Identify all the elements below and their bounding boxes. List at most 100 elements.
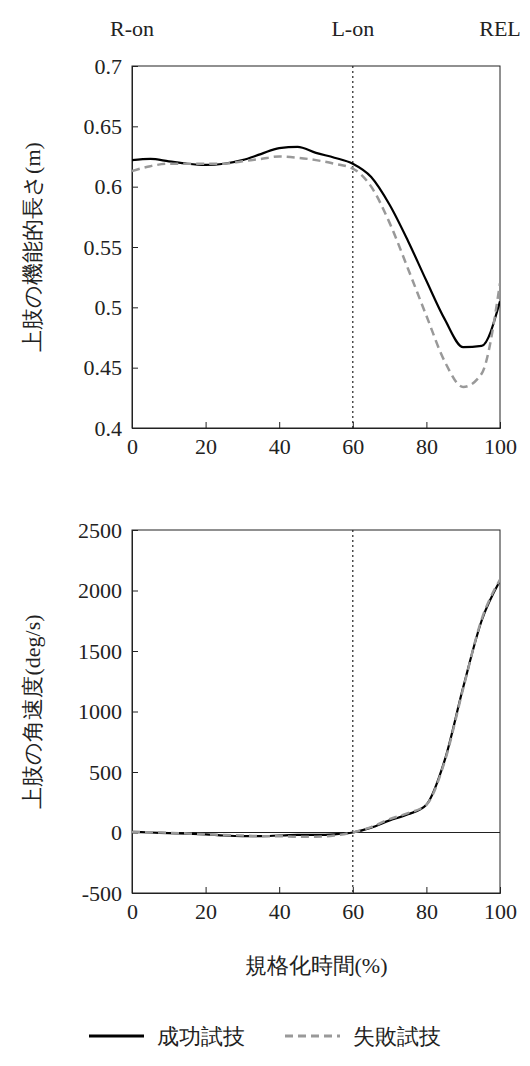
y-tick-label: -500 (82, 881, 122, 906)
legend-label: 成功試技 (157, 1024, 245, 1049)
y-tick: 0.55 (84, 235, 139, 260)
legend-label: 失敗試技 (353, 1024, 441, 1049)
y-tick-mark (132, 247, 138, 248)
y-tick: 2000 (78, 578, 138, 603)
y-tick-mark (132, 893, 138, 894)
y-tick-label: 0.6 (95, 174, 123, 199)
y-tick-label: 1000 (78, 699, 122, 724)
series-line (132, 580, 500, 837)
y-tick-label: 0.65 (84, 114, 123, 139)
y-tick: 1000 (78, 699, 138, 724)
y-tick-mark (132, 126, 138, 127)
y-tick: 0.65 (84, 114, 139, 139)
legend-item: 成功試技 (89, 1024, 245, 1049)
x-tick-mark (206, 887, 207, 893)
x-tick-label: 60 (342, 434, 364, 459)
x-tick: 80 (416, 422, 438, 459)
x-axis: 0 20 40 60 80 100 (127, 887, 517, 924)
y-tick-label: 0.7 (95, 54, 123, 79)
x-tick: 40 (269, 422, 291, 459)
y-tick-mark (132, 591, 138, 592)
y-axis-title: 上肢の機能的長さ(m) (20, 142, 45, 352)
y-tick-mark (132, 307, 138, 308)
plot-area (132, 530, 500, 893)
series-line (132, 157, 500, 387)
x-tick-mark (426, 422, 427, 428)
plot-area (132, 66, 500, 428)
y-tick-mark (132, 651, 138, 652)
y-tick-mark (132, 772, 138, 773)
y-axis: -500 0 500 1000 1500 2000 2500 (78, 518, 138, 906)
legend-swatch (89, 1035, 144, 1038)
legend: 成功試技 失敗試技 (89, 1024, 441, 1049)
y-tick-mark (132, 187, 138, 188)
x-tick-mark (426, 887, 427, 893)
y-tick-label: 2500 (78, 518, 122, 543)
x-tick-label: 80 (416, 434, 438, 459)
y-tick: 0.7 (95, 54, 139, 79)
x-tick-label: 100 (484, 434, 517, 459)
x-tick: 60 (342, 887, 364, 924)
y-tick-label: 1500 (78, 639, 122, 664)
x-tick-mark (500, 422, 501, 428)
chart-panel: 0 20 40 60 80 100 0.4 0.45 0.5 0.55 0.6 0.65 0.7 R-on… (20, 16, 521, 459)
y-tick: 0.4 (95, 416, 139, 441)
y-axis: 0.4 0.45 0.5 0.55 0.6 0.65 0.7 (84, 54, 139, 441)
event-label: REL (479, 16, 521, 41)
series-line (132, 147, 500, 347)
y-tick-label: 0.4 (95, 416, 123, 441)
y-tick: -500 (82, 881, 138, 906)
reference-vline (352, 66, 353, 428)
x-axis-line (133, 887, 501, 894)
y-tick-mark (132, 368, 138, 369)
plot-frame (132, 530, 500, 893)
event-label: R-on (110, 16, 154, 41)
y-tick-label: 2000 (78, 578, 122, 603)
y-tick: 2500 (78, 518, 138, 543)
x-tick-label: 20 (195, 434, 217, 459)
x-tick-label: 80 (416, 899, 438, 924)
y-axis-title: 上肢の角速度(deg/s) (20, 614, 45, 808)
y-axis-line (133, 531, 139, 894)
x-tick: 80 (416, 887, 438, 924)
y-tick: 0.5 (95, 295, 139, 320)
y-tick: 1500 (78, 639, 138, 664)
x-axis: 0 20 40 60 80 100 (127, 422, 517, 459)
x-tick-mark (500, 887, 501, 893)
y-tick-label: 0.5 (95, 295, 123, 320)
y-tick-mark (132, 66, 138, 67)
y-tick: 0.6 (95, 174, 139, 199)
plot-frame (132, 66, 500, 428)
x-tick-label: 60 (342, 899, 364, 924)
x-tick: 20 (195, 422, 217, 459)
figure: 0 20 40 60 80 100 0.4 0.45 0.5 0.55 0.6 0.65 0.7 R-on… (0, 0, 530, 1066)
y-tick-mark (132, 428, 138, 429)
y-axis-line (133, 67, 139, 429)
series-line (132, 581, 500, 836)
y-tick: 500 (89, 760, 138, 785)
chart-panel: 020406080100-50005001000150020002500上肢の角… (20, 518, 518, 978)
legend-swatch (285, 1035, 340, 1038)
x-tick-mark (279, 422, 280, 428)
y-tick-mark (132, 530, 138, 531)
x-tick: 40 (269, 887, 291, 924)
reference-vline (352, 530, 353, 893)
event-label: L-on (331, 16, 374, 41)
legend-item: 失敗試技 (285, 1024, 441, 1049)
y-tick-label: 0 (111, 820, 122, 845)
y-tick: 0.45 (84, 355, 139, 380)
x-tick-label: 0 (127, 899, 138, 924)
y-tick-label: 0.45 (84, 355, 123, 380)
x-tick-label: 0 (127, 434, 138, 459)
y-tick-label: 500 (89, 760, 122, 785)
x-tick-mark (206, 422, 207, 428)
y-tick-mark (132, 712, 138, 713)
x-tick: 20 (195, 887, 217, 924)
y-tick-label: 0.55 (84, 235, 123, 260)
x-tick-label: 40 (269, 434, 291, 459)
x-axis-title: 規格化時間(%) (245, 953, 388, 978)
x-tick-label: 40 (269, 899, 291, 924)
x-tick-label: 20 (195, 899, 217, 924)
x-tick-label: 100 (484, 899, 517, 924)
x-tick: 100 (484, 887, 517, 924)
